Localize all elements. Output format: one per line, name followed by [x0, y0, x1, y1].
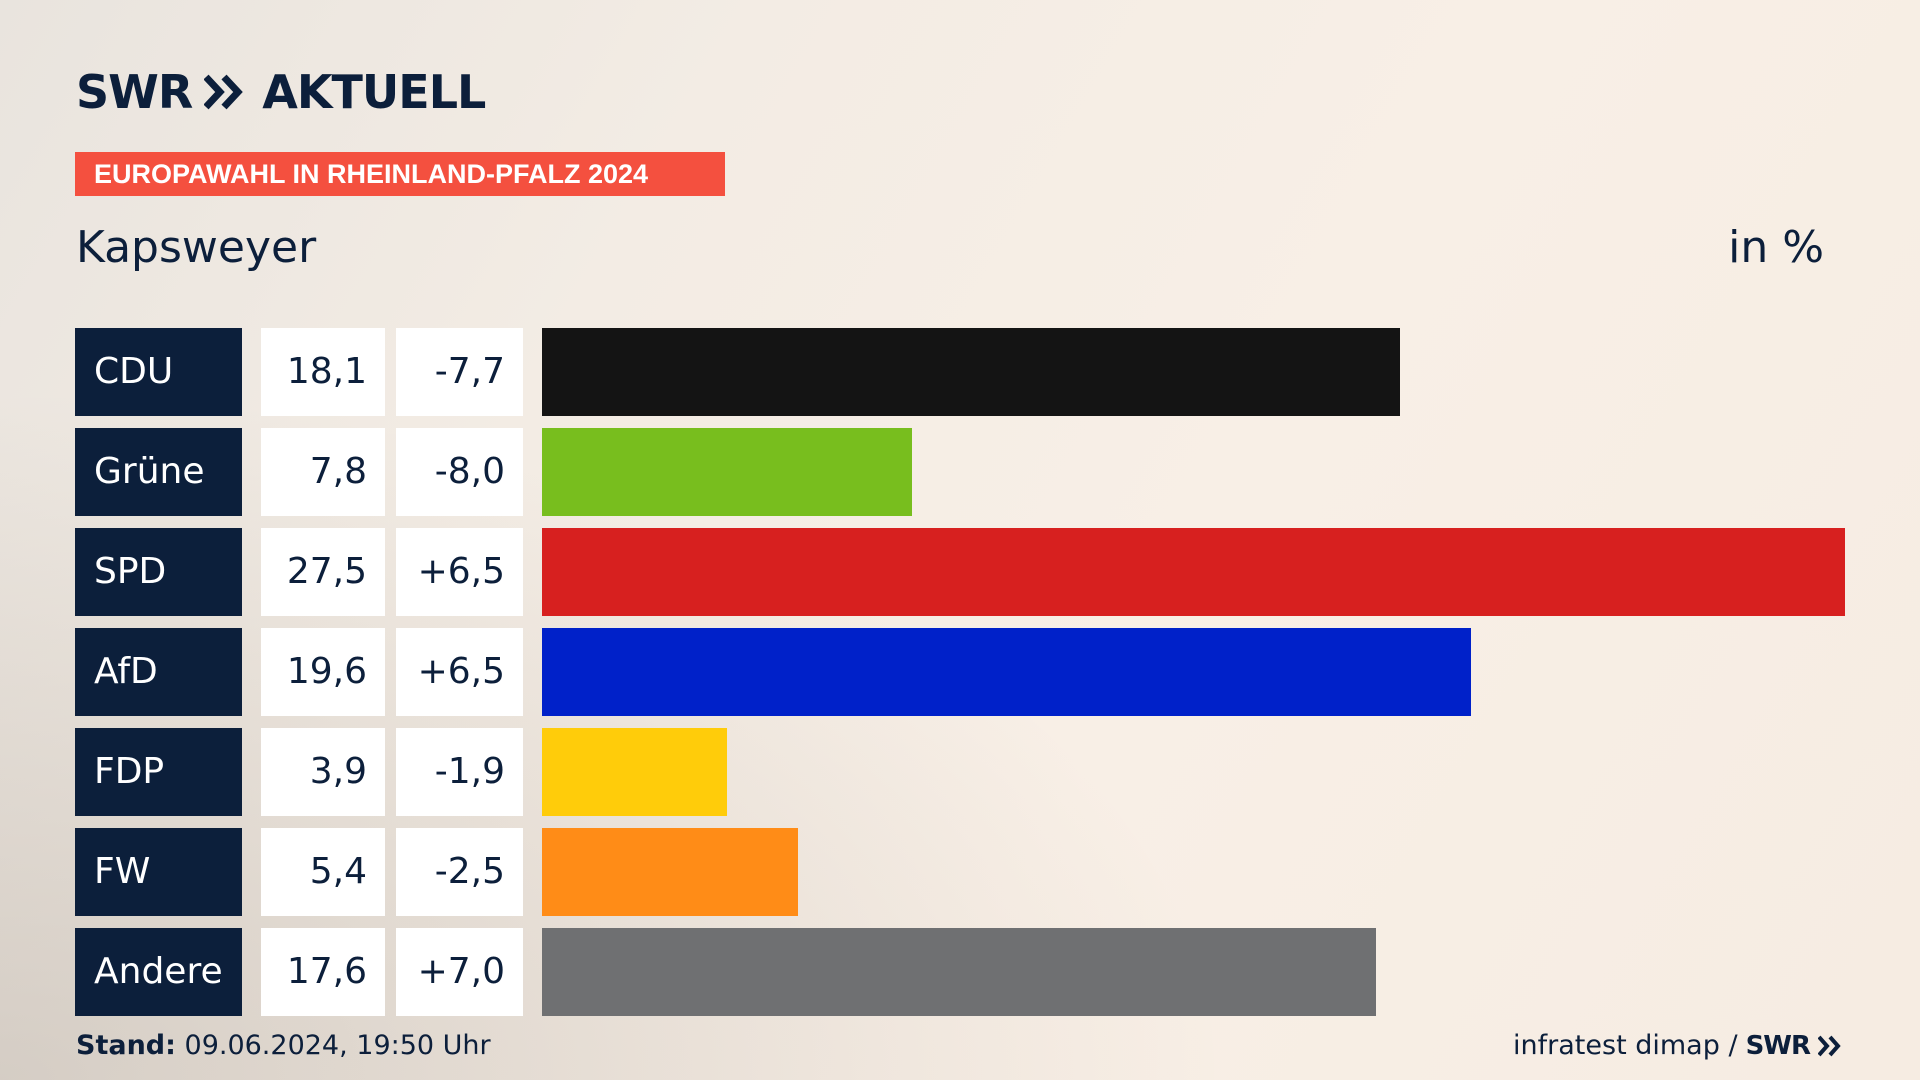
source-credit: infratest dimap / SWR: [1513, 1030, 1842, 1061]
vote-share-label: 17,6: [261, 928, 385, 1016]
party-label: FW: [75, 828, 242, 916]
vote-share-label: 7,8: [261, 428, 385, 516]
bar: [542, 628, 1471, 716]
election-tag: EUROPAWAHL IN RHEINLAND-PFALZ 2024: [75, 152, 725, 196]
bar: [542, 928, 1376, 1016]
bar: [542, 428, 912, 516]
change-label: +6,5: [396, 628, 523, 716]
change-label: -2,5: [396, 828, 523, 916]
change-label: +7,0: [396, 928, 523, 1016]
chart-title: Kapsweyer: [76, 222, 317, 273]
change-label: +6,5: [396, 528, 523, 616]
vote-share-label: 3,9: [261, 728, 385, 816]
vote-share-label: 18,1: [261, 328, 385, 416]
bar: [542, 528, 1845, 616]
brand-swr: SWR: [76, 65, 193, 119]
source-brand: SWR: [1745, 1030, 1811, 1061]
unit-label: in %: [1728, 222, 1824, 273]
party-label: CDU: [75, 328, 242, 416]
stand-label: Stand:: [76, 1030, 176, 1061]
party-label: AfD: [75, 628, 242, 716]
stand-value: 09.06.2024, 19:50 Uhr: [184, 1030, 491, 1061]
bar: [542, 328, 1400, 416]
double-chevron-icon: [204, 74, 244, 110]
change-label: -8,0: [396, 428, 523, 516]
party-label: FDP: [75, 728, 242, 816]
party-label: SPD: [75, 528, 242, 616]
bar: [542, 728, 727, 816]
brand-aktuell: AKTUELL: [262, 65, 486, 119]
vote-share-label: 5,4: [261, 828, 385, 916]
vote-share-label: 27,5: [261, 528, 385, 616]
timestamp: Stand: 09.06.2024, 19:50 Uhr: [76, 1030, 491, 1061]
change-label: -1,9: [396, 728, 523, 816]
change-label: -7,7: [396, 328, 523, 416]
source-text: infratest dimap /: [1513, 1030, 1738, 1061]
party-label: Andere: [75, 928, 242, 1016]
swr-aktuell-logo: SWR AKTUELL: [76, 64, 486, 120]
party-label: Grüne: [75, 428, 242, 516]
double-chevron-small-icon: [1818, 1035, 1841, 1056]
vote-share-label: 19,6: [261, 628, 385, 716]
bar: [542, 828, 798, 916]
